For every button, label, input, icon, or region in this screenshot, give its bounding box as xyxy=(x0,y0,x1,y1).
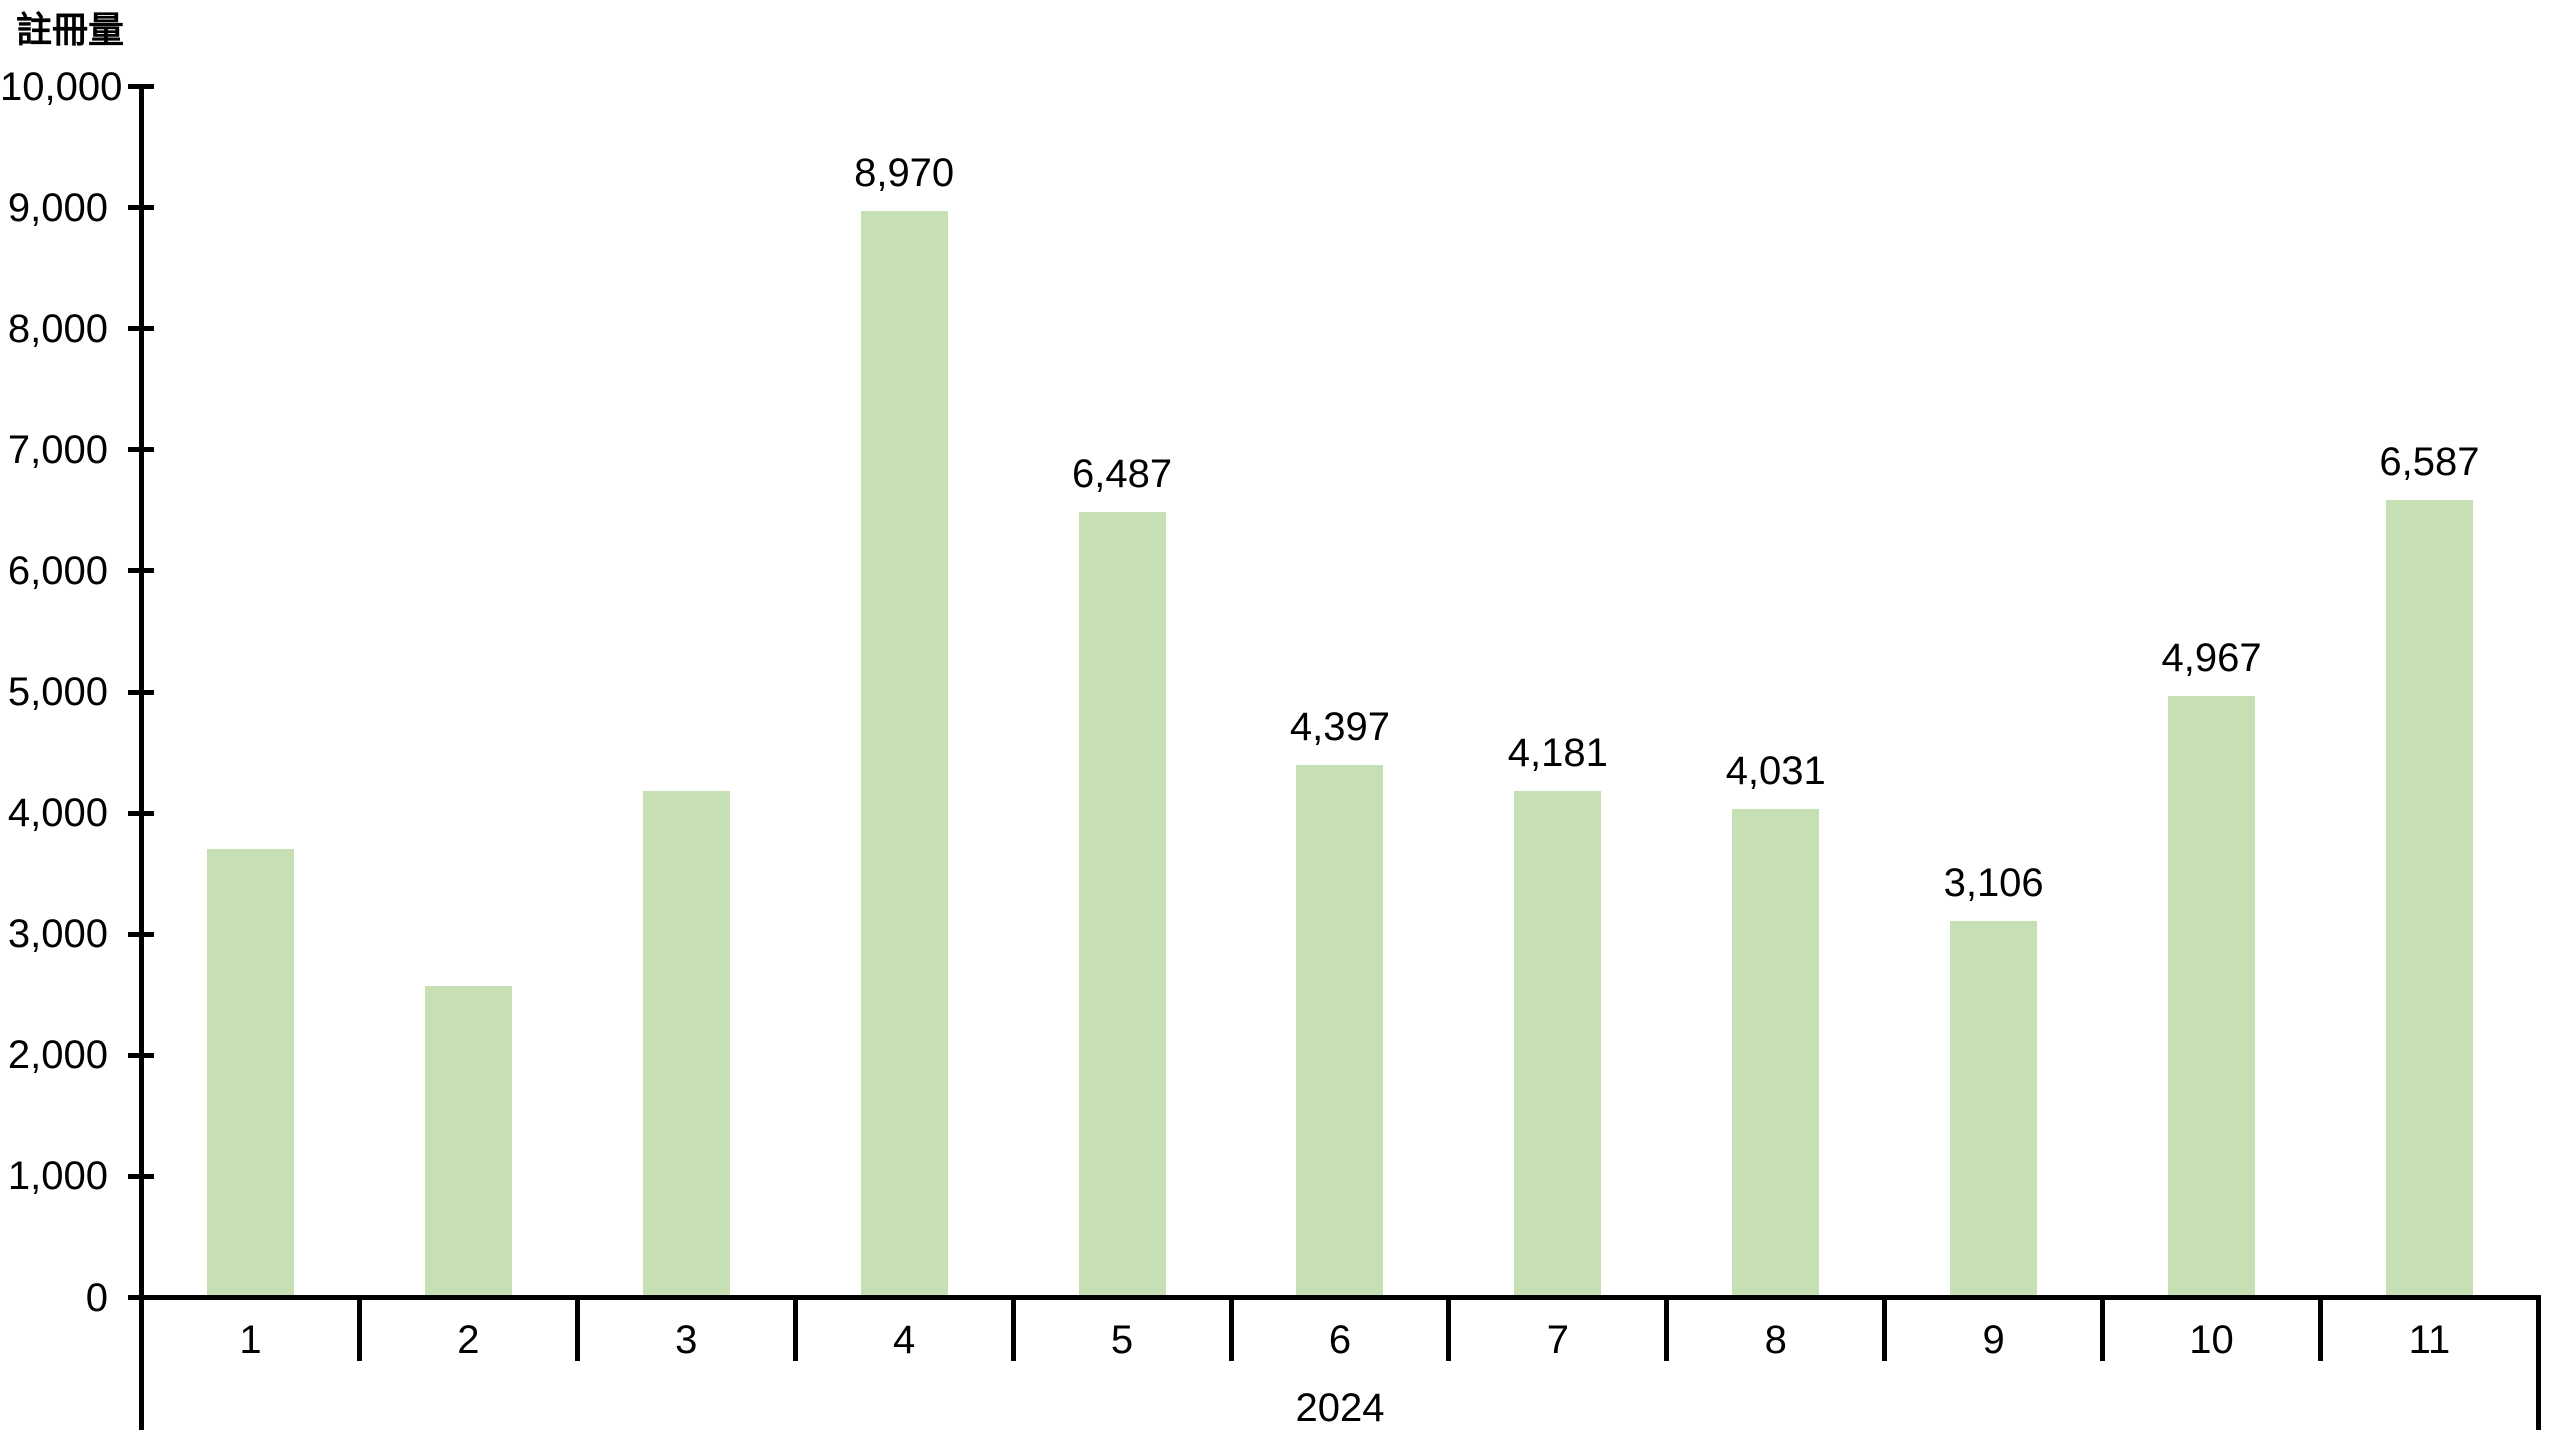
x-axis-line xyxy=(139,1295,2541,1300)
x-axis-category-label: 3 xyxy=(675,1318,698,1362)
bar-month-3 xyxy=(642,791,730,1295)
y-axis-tick xyxy=(128,447,154,453)
bar-month-9 xyxy=(1950,921,2038,1295)
x-axis-category-label: 4 xyxy=(893,1318,916,1362)
x-axis-category-label: 10 xyxy=(2189,1318,2234,1362)
bar-data-label: 4,031 xyxy=(1725,749,1826,794)
bar-data-label: 6,587 xyxy=(2379,439,2480,484)
bar-month-7 xyxy=(1514,791,1602,1295)
x-axis-category-label: 1 xyxy=(239,1318,262,1362)
y-axis-tick-label: 5,000 xyxy=(7,670,108,714)
x-axis-category-separator xyxy=(574,1295,580,1361)
x-axis-category-label: 2 xyxy=(457,1318,480,1362)
y-axis-tick xyxy=(128,1052,154,1058)
x-axis-category-label: 6 xyxy=(1328,1318,1352,1362)
bar-month-10 xyxy=(2168,695,2256,1295)
y-axis-tick xyxy=(128,84,154,89)
y-axis-tick-label: 6,000 xyxy=(7,548,108,593)
x-axis-category-separator xyxy=(2100,1295,2106,1361)
x-axis-category-label: 7 xyxy=(1546,1318,1569,1362)
y-axis-title: 註冊量 xyxy=(16,9,125,50)
x-axis-category-separator xyxy=(1446,1295,1452,1361)
x-axis-year-label: 2024 xyxy=(1295,1386,1385,1430)
y-axis-tick-label: 2,000 xyxy=(7,1033,108,1078)
bar-data-label: 6,487 xyxy=(1071,451,1173,496)
y-axis-tick-label: 1,000 xyxy=(7,1154,108,1199)
y-axis-tick xyxy=(128,326,154,332)
y-axis-tick xyxy=(128,689,154,695)
bar-data-label: 3,106 xyxy=(1943,861,2044,906)
y-axis-tick-label: 3,000 xyxy=(7,912,108,957)
y-axis-tick-label: 0 xyxy=(85,1275,108,1320)
x-axis-category-separator xyxy=(2318,1295,2323,1361)
bar-month-11 xyxy=(2385,499,2473,1295)
y-axis-tick-label: 10,000 xyxy=(0,64,123,109)
bar-month-5 xyxy=(1078,511,1166,1295)
x-axis-right-boundary-line xyxy=(2536,1295,2541,1430)
x-axis-category-separator xyxy=(1228,1295,1234,1361)
bar-month-1 xyxy=(206,849,294,1295)
bar-month-2 xyxy=(424,986,512,1295)
bar-data-label: 4,181 xyxy=(1507,731,1608,776)
y-axis-line xyxy=(139,84,144,1430)
bar-data-label: 4,397 xyxy=(1289,705,1390,750)
x-axis-category-separator xyxy=(1882,1295,1888,1361)
y-axis-tick-label: 9,000 xyxy=(7,185,108,230)
y-axis-tick xyxy=(128,931,154,937)
bar-month-4 xyxy=(860,211,948,1295)
x-axis-category-label: 11 xyxy=(2408,1318,2451,1362)
y-axis-tick xyxy=(128,1173,154,1179)
bar-data-label: 8,970 xyxy=(854,151,955,196)
x-axis-category-separator xyxy=(1664,1295,1670,1361)
bar-data-label: 4,967 xyxy=(2161,635,2262,680)
x-axis-category-separator xyxy=(356,1295,362,1361)
bar-month-8 xyxy=(1732,809,1820,1295)
x-axis-category-label: 8 xyxy=(1764,1318,1787,1362)
y-axis-tick-label: 8,000 xyxy=(7,306,108,351)
bar-month-6 xyxy=(1296,765,1384,1295)
y-axis-tick xyxy=(128,205,154,211)
y-axis-tick-label: 7,000 xyxy=(7,427,108,472)
y-axis-tick xyxy=(128,1295,154,1300)
x-axis-category-separator xyxy=(1010,1295,1016,1361)
y-axis-tick xyxy=(128,810,154,816)
x-axis-category-label: 5 xyxy=(1110,1318,1134,1362)
x-axis-category-separator xyxy=(792,1295,798,1361)
y-axis-tick-label: 4,000 xyxy=(7,791,108,836)
x-axis-category-label: 9 xyxy=(1982,1318,2005,1362)
y-axis-tick xyxy=(128,568,154,574)
